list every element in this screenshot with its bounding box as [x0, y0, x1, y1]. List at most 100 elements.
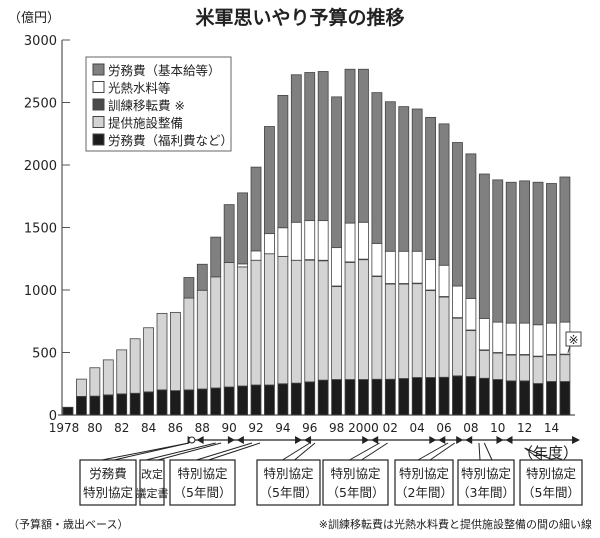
agreement-leader [282, 442, 311, 461]
bar-segment [519, 322, 531, 355]
bar-segment [546, 183, 557, 324]
agreement-label: 特別協定 [399, 466, 449, 481]
legend-label: 労務費（基本給等） [108, 63, 221, 78]
bar-segment [358, 379, 369, 416]
bar-segment [505, 354, 517, 382]
x-tick-label: 92 [248, 421, 263, 435]
x-tick-label: 98 [329, 421, 344, 435]
callout-arrow [567, 345, 571, 353]
legend-swatch [92, 63, 105, 76]
agreement-box [322, 459, 389, 506]
legend-swatch [92, 98, 105, 111]
bar-segment [102, 359, 114, 396]
bar-segment [317, 71, 329, 222]
x-tick-label: 90 [222, 421, 237, 435]
agreement-leader [145, 442, 216, 461]
agreement-label: 特別協定 [83, 485, 133, 500]
x-tick-label: 96 [302, 421, 317, 435]
bar-segment [264, 233, 275, 255]
bar-segment [384, 101, 396, 252]
bar-segment [411, 250, 423, 284]
bar-segment [559, 381, 571, 416]
bar-segment [371, 378, 383, 416]
note-right: ※訓練移転費は光熱水料費と提供施設整備の間の細い線 [319, 517, 592, 531]
bar-segment [452, 285, 463, 319]
bar-segment [465, 153, 477, 299]
bar-segment [411, 283, 423, 378]
agreement-leader [294, 442, 316, 461]
x-tick-label: 08 [463, 421, 478, 435]
bar-segment [398, 250, 410, 284]
agreement-label: 労務費 [89, 466, 127, 481]
bar-segment [452, 375, 463, 416]
bar-segment [505, 181, 517, 324]
bar-segment [156, 389, 168, 416]
timeline-arrowhead [429, 436, 437, 444]
agreement-leader [196, 442, 253, 461]
bar-segment [425, 290, 437, 378]
agreement-leader [478, 442, 481, 461]
timeline-arrowhead [572, 436, 580, 444]
legend-label: 光熱水料等 [108, 81, 171, 96]
agreement-label: （5年間） [327, 485, 385, 500]
bar-segment [371, 242, 383, 277]
bar-segment [425, 377, 437, 416]
timeline-arrowhead [456, 436, 464, 444]
y-tick-label: 1000 [24, 284, 57, 299]
callout-mark: ※ [568, 333, 578, 347]
bar-segment [264, 126, 275, 235]
bar-segment [183, 277, 195, 299]
bar-segment [411, 108, 423, 252]
bar-segment [237, 192, 248, 265]
agreement-label: 特別協定 [177, 466, 227, 481]
timeline-arrowhead [496, 436, 504, 444]
bar-segment [465, 297, 477, 331]
bar-segment [425, 259, 437, 291]
agreement-label: 特別協定 [263, 466, 313, 481]
legend-label: 労務費（福利費など） [108, 133, 233, 148]
bar-segment [277, 383, 289, 416]
bar-segment [183, 297, 195, 391]
agreement-label: （5年間） [260, 485, 318, 500]
x-tick-label: 04 [410, 421, 425, 435]
timeline-arrowhead [196, 436, 204, 444]
bar-segment [344, 222, 356, 263]
callout-box [565, 331, 582, 347]
y-tick-label: 0 [49, 409, 57, 424]
y-tick-label: 2000 [24, 159, 57, 174]
chart-title: 米軍思いやり予算の推移 [195, 6, 404, 29]
bar-segment [277, 255, 289, 385]
bar-segment [156, 312, 168, 391]
x-tick-label: 1978 [49, 421, 80, 435]
agreement-label: （5年間） [174, 485, 232, 500]
bar-segment [317, 220, 329, 261]
agreement-label: （2年間） [395, 485, 453, 500]
bar-segment [250, 384, 262, 416]
y-tick-label: 1500 [24, 222, 57, 237]
bar-segment [452, 142, 463, 287]
timeline-arrowhead [227, 436, 235, 444]
bar-segment [478, 317, 490, 351]
bar-segment [358, 259, 369, 380]
timeline-arrowhead [438, 436, 446, 444]
agreement-box [457, 459, 515, 506]
bar-segment [277, 227, 289, 257]
bar-segment [519, 180, 531, 324]
bar-segment [344, 262, 356, 380]
bar-segment [478, 173, 490, 319]
x-tick-label: 82 [114, 421, 129, 435]
bar-segment [438, 376, 450, 416]
bar-segment [250, 250, 262, 261]
y-tick-label: 2500 [24, 97, 57, 112]
x-tick-label: 14 [544, 421, 559, 435]
bar-segment [304, 220, 316, 261]
bar-segment [425, 116, 437, 261]
bar-segment [116, 349, 128, 395]
bar-segment [290, 259, 302, 384]
bar-segment [76, 395, 87, 416]
bar-segment [170, 390, 181, 416]
bar-segment [546, 354, 557, 382]
timeline-arrowhead [505, 436, 513, 444]
x-tick-label: 12 [517, 421, 532, 435]
